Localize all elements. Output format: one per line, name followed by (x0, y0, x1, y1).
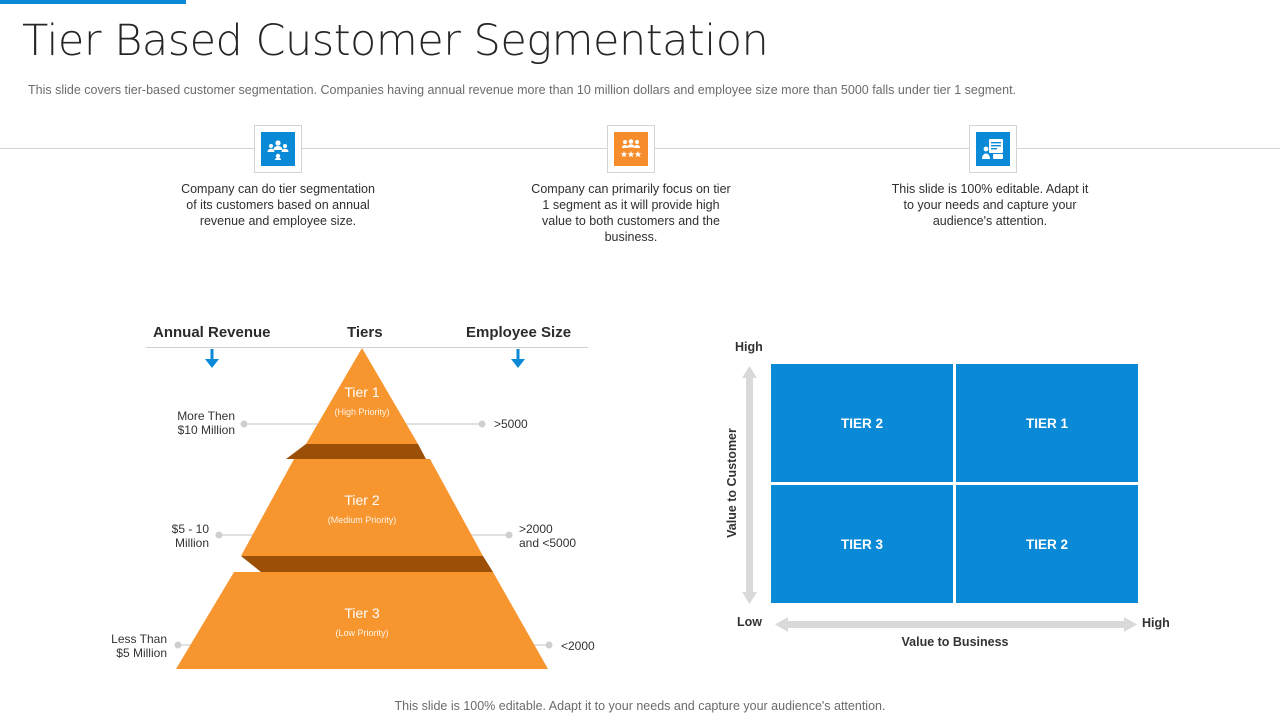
y-axis-arrow (742, 366, 757, 604)
y-axis-high-label: High (735, 340, 763, 354)
tier3-face (176, 572, 548, 669)
tier3-revenue-label: Less Than $5 Million (111, 632, 167, 660)
revenue-down-arrow-icon (205, 349, 219, 368)
tier1-priority: (High Priority) (334, 407, 390, 417)
presentation-icon (976, 132, 1010, 166)
tier1-employee-label: >5000 (494, 417, 528, 431)
tier3-revenue-dot (174, 641, 182, 649)
feature-icon-box-1 (254, 125, 302, 173)
matrix-cell-bottom-right: TIER 2 (956, 485, 1138, 603)
employee-down-arrow-icon (511, 349, 525, 368)
tiers-header: Tiers (347, 324, 383, 341)
footer-note: This slide is 100% editable. Adapt it to… (394, 699, 886, 713)
tier1-revenue-label: More Then $10 Million (177, 409, 235, 437)
x-axis-high-label: High (1142, 616, 1170, 630)
rated-team-icon (614, 132, 648, 166)
matrix-cell-top-right: TIER 1 (956, 364, 1138, 482)
tier3-employee-dot (545, 641, 553, 649)
feature-icon-box-3 (969, 125, 1017, 173)
matrix-cell-top-left: TIER 2 (771, 364, 953, 482)
tier2-name: Tier 2 (344, 492, 380, 508)
accent-bar (0, 0, 186, 4)
tier1-name: Tier 1 (344, 384, 380, 400)
feature-text-1: Company can do tier segmentation of its … (181, 182, 375, 228)
annual-revenue-header: Annual Revenue (153, 324, 271, 341)
tier2-face (241, 459, 483, 556)
tier2-revenue-dot (215, 531, 223, 539)
tier3-priority: (Low Priority) (335, 628, 389, 638)
tier1-shadow (286, 444, 426, 459)
tier2-priority: (Medium Priority) (327, 515, 397, 525)
feature-text-3: This slide is 100% editable. Adapt it to… (891, 182, 1089, 228)
y-axis-title: Value to Customer (725, 428, 739, 538)
tier2-revenue-label: $5 - 10 Million (171, 522, 209, 550)
tier1-revenue-dot (240, 420, 248, 428)
x-axis-title: Value to Business (901, 635, 1009, 649)
tier1-face (306, 348, 418, 444)
tier1-employee-dot (478, 420, 486, 428)
tier3-employee-label: <2000 (561, 639, 595, 653)
customer-group-icon (261, 132, 295, 166)
feature-text-2: Company can primarily focus on tier 1 se… (531, 182, 731, 244)
x-axis-arrow (775, 617, 1137, 632)
tier2-employee-label: >2000 and <5000 (519, 522, 577, 550)
tier2-shadow (241, 556, 493, 572)
tier2-employee-dot (505, 531, 513, 539)
matrix-cell-bottom-left: TIER 3 (771, 485, 953, 603)
page-title: Tier Based Customer Segmentation (22, 16, 769, 66)
feature-icon-box-2 (607, 125, 655, 173)
y-axis-low-label: Low (737, 615, 762, 629)
pyramid-header-rule (146, 347, 588, 348)
employee-size-header: Employee Size (466, 324, 572, 341)
page-subtitle: This slide covers tier-based customer se… (28, 83, 1017, 97)
tier3-name: Tier 3 (344, 605, 380, 621)
